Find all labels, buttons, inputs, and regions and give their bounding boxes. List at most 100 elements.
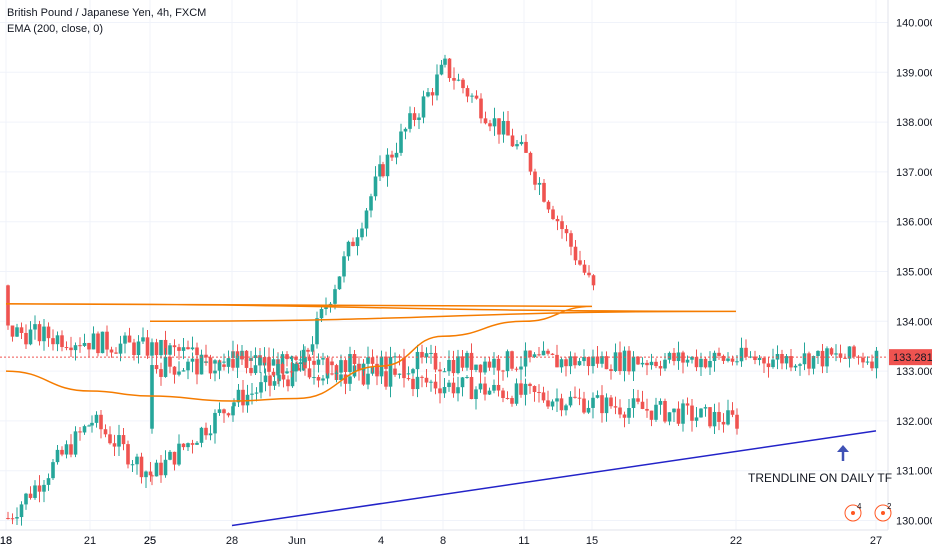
- candle-body: [250, 393, 254, 395]
- candle-body: [564, 405, 568, 411]
- candle-body: [145, 337, 150, 356]
- candle-body: [312, 360, 316, 365]
- candle-body: [150, 365, 154, 429]
- candle-body: [555, 398, 559, 402]
- y-tick-label: 135.000: [896, 267, 932, 279]
- candle-body: [559, 359, 564, 368]
- candle-body: [373, 176, 378, 197]
- candle-body: [838, 353, 843, 358]
- candle-body: [408, 113, 412, 129]
- candle-body: [82, 426, 87, 433]
- annotation-arrow-head: [837, 445, 849, 452]
- candle-body: [263, 375, 268, 383]
- candle-body: [726, 358, 730, 361]
- candle-body: [496, 358, 501, 371]
- event-badge-dot: [851, 511, 855, 515]
- candle-body: [109, 349, 114, 353]
- candle-body: [555, 219, 560, 222]
- candle-body: [528, 152, 533, 172]
- candle-body: [694, 417, 699, 421]
- candle-body: [510, 351, 514, 369]
- candle-body: [424, 377, 429, 383]
- candle-body: [370, 357, 375, 364]
- candle-body: [330, 373, 334, 375]
- candle-body: [271, 359, 276, 366]
- candle-body: [394, 152, 399, 158]
- x-tick-label: 25: [144, 535, 156, 547]
- candle-body: [307, 368, 312, 378]
- candle-body: [456, 387, 460, 394]
- candle-body: [159, 339, 163, 356]
- candle-body: [306, 349, 310, 352]
- candle-body: [24, 493, 28, 505]
- candle-body: [144, 471, 148, 478]
- candle-body: [378, 164, 382, 177]
- candle-body: [451, 382, 456, 394]
- candle-body: [537, 182, 542, 185]
- candle-body: [148, 471, 153, 476]
- candle-body: [276, 364, 280, 376]
- candle-body: [442, 387, 447, 394]
- candle-body: [42, 326, 46, 342]
- candle-body: [573, 246, 578, 261]
- x-tick-label: 8: [440, 535, 446, 547]
- candle-body: [631, 356, 636, 372]
- candle-body: [286, 379, 290, 387]
- candle-body: [528, 350, 532, 358]
- candle-body: [366, 357, 370, 364]
- candle-body: [591, 397, 595, 408]
- candle-body: [150, 342, 154, 356]
- y-tick-label: 134.000: [896, 316, 932, 328]
- candle-body: [622, 414, 627, 418]
- candle-body: [421, 96, 426, 118]
- candle-body: [15, 517, 19, 519]
- candle-body: [658, 366, 663, 369]
- candle-body: [573, 396, 577, 398]
- candle-body: [492, 384, 496, 391]
- candle-body: [100, 331, 105, 354]
- x-tick-label: 21: [84, 535, 96, 547]
- candle-body: [330, 361, 334, 366]
- candle-body: [474, 389, 478, 400]
- x-tick-label: Jun: [288, 535, 306, 547]
- candle-body: [190, 443, 195, 445]
- candle-body: [595, 356, 600, 364]
- candle-body: [181, 370, 186, 372]
- candle-body: [415, 351, 420, 370]
- candle-body: [390, 154, 394, 158]
- candle-body: [470, 95, 474, 97]
- candle-body: [465, 352, 469, 368]
- candle-body: [241, 389, 245, 406]
- x-tick-label: 18: [0, 535, 12, 547]
- candle-body: [744, 347, 748, 357]
- candle-body: [127, 335, 132, 343]
- candle-body: [433, 352, 438, 370]
- candle-body: [64, 347, 69, 349]
- candle-body: [550, 353, 555, 355]
- candle-body: [204, 354, 208, 358]
- candle-body: [577, 361, 582, 366]
- candle-body: [519, 141, 524, 145]
- candle-body: [352, 365, 357, 377]
- candle-body: [807, 353, 811, 369]
- candle-body: [195, 347, 199, 356]
- candle-body: [762, 357, 766, 364]
- candle-body: [154, 365, 159, 370]
- candle-body: [712, 352, 717, 362]
- candle-body: [460, 377, 465, 388]
- candle-body: [217, 409, 222, 413]
- candle-body: [357, 364, 361, 371]
- candle-body: [600, 356, 604, 364]
- candle-body: [406, 373, 411, 375]
- candle-body: [793, 365, 798, 368]
- trendline: [231, 430, 877, 527]
- candle-body: [217, 362, 222, 371]
- candle-body: [600, 395, 604, 414]
- candle-body: [181, 347, 186, 351]
- candle-body: [439, 64, 444, 75]
- candle-body: [748, 356, 753, 358]
- candle-body: [150, 475, 154, 477]
- candle-body: [177, 443, 181, 465]
- candle-body: [360, 228, 364, 238]
